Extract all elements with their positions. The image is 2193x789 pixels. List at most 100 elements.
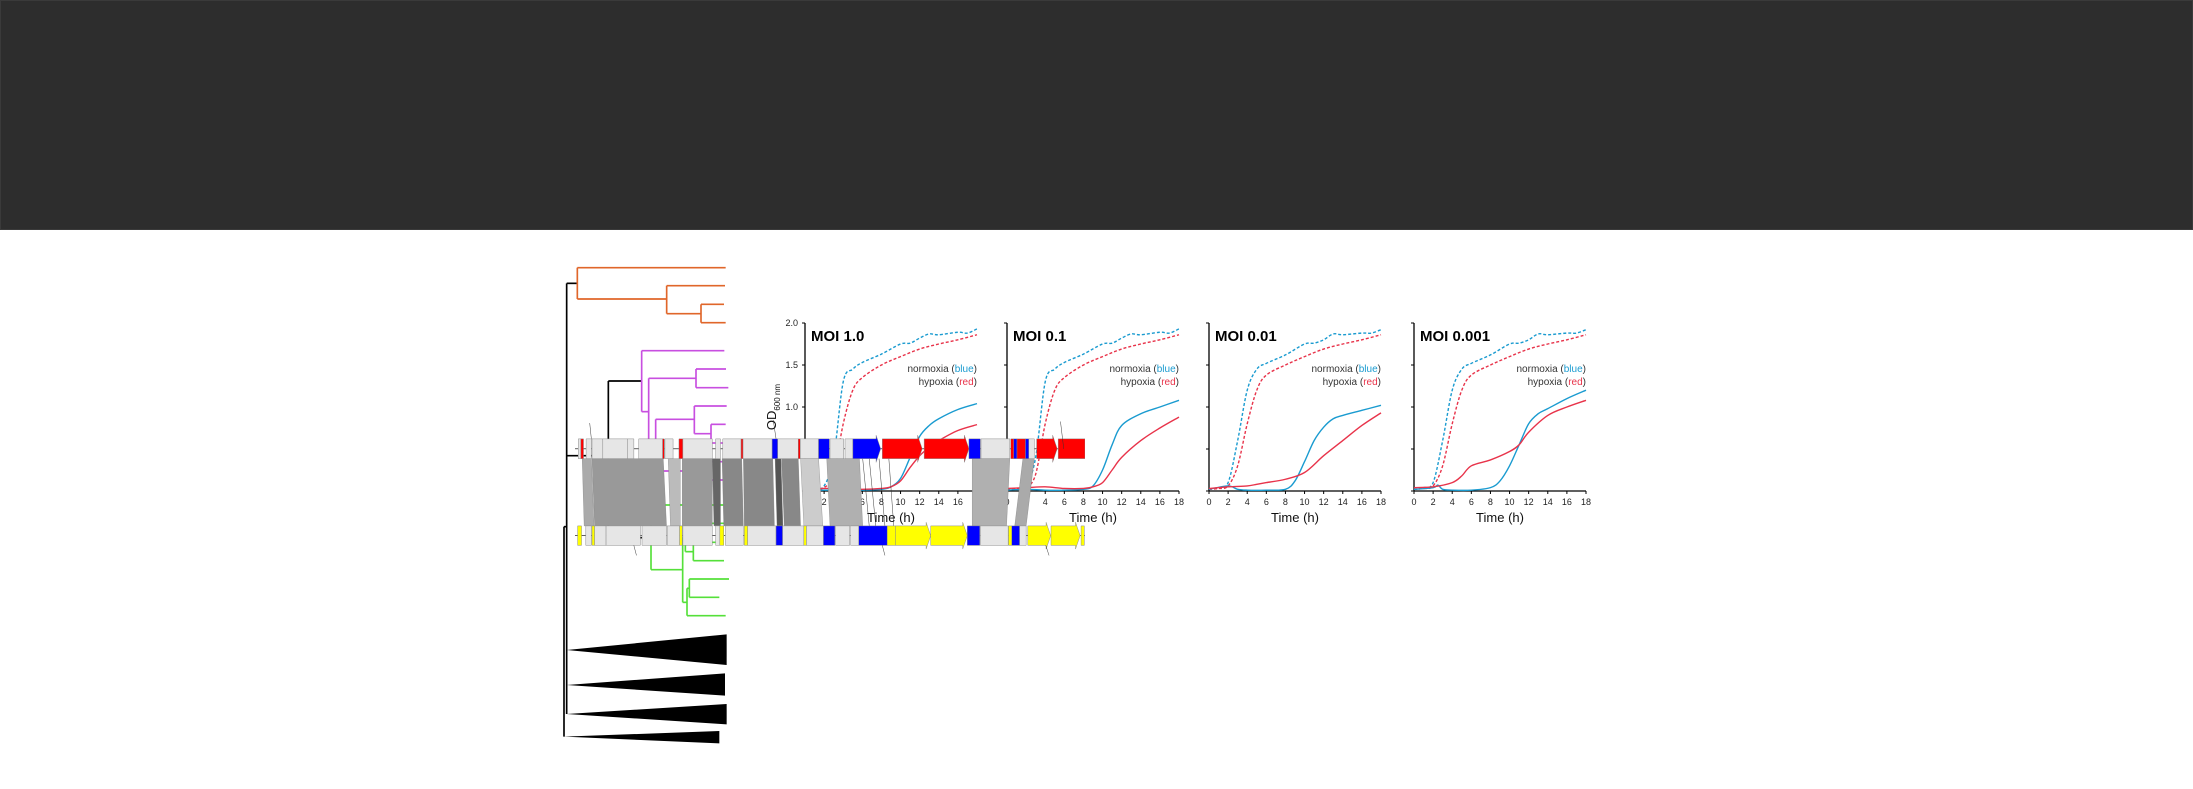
x-tick-label: 8: [879, 497, 884, 507]
synteny-link: [862, 458, 870, 526]
y-tick-label: 2.0: [785, 318, 798, 328]
x-tick-label: 18: [1376, 497, 1386, 507]
legend-prefix: normoxia (: [1312, 364, 1360, 375]
gene-marker-line: [589, 423, 592, 439]
gene-arrow: [1011, 525, 1020, 546]
y-axis-label-main: OD: [764, 411, 779, 431]
x-tick-label: 8: [1283, 497, 1288, 507]
x-axis-label: Time (h): [1476, 510, 1524, 525]
gene-arrow: [747, 525, 777, 546]
legend-suffix: ): [1378, 364, 1381, 375]
x-axis-label: Time (h): [1069, 510, 1117, 525]
x-tick-label: 12: [1524, 497, 1534, 507]
gene-arrow: [829, 438, 844, 459]
phylogenetic-tree: [563, 266, 729, 744]
gene-arrow: [858, 525, 888, 546]
y-tick-label: 1.0: [785, 402, 798, 412]
gene-arrow: [980, 438, 1011, 459]
x-tick-label: 16: [953, 497, 963, 507]
gene-arrow: [682, 525, 713, 546]
series-line-hypoxia-infected: [1413, 399, 1587, 489]
gene-arrow: [1010, 438, 1014, 459]
x-tick-label: 16: [1155, 497, 1165, 507]
series-line-hypoxia-infected: [1006, 416, 1180, 490]
x-axis-label: Time (h): [867, 510, 915, 525]
legend-prefix: normoxia (: [908, 364, 956, 375]
x-tick-label: 6: [1264, 497, 1269, 507]
legend-prefix: normoxia (: [1517, 364, 1565, 375]
synteny-link: [888, 458, 894, 526]
gene-arrow: [806, 525, 824, 546]
x-tick-label: 18: [1581, 497, 1591, 507]
gene-arrow: [882, 435, 923, 463]
legend-color-word: red: [1161, 377, 1175, 388]
x-tick-label: 8: [1081, 497, 1086, 507]
gene-arrow: [719, 525, 724, 546]
gene-arrow: [641, 525, 667, 546]
x-tick-label: 12: [1319, 497, 1329, 507]
x-tick-label: 6: [1469, 497, 1474, 507]
collapsed-clade-triangle: [566, 634, 727, 665]
y-axis-label: OD600 nm: [764, 384, 782, 431]
x-tick-label: 10: [1300, 497, 1310, 507]
x-tick-label: 14: [934, 497, 944, 507]
gene-arrow: [1019, 525, 1027, 546]
x-tick-label: 10: [1505, 497, 1515, 507]
gene-arrow: [800, 438, 819, 459]
chart-title: MOI 0.001: [1420, 328, 1490, 345]
gene-arrow: [1027, 522, 1051, 550]
x-tick-label: 2: [822, 497, 827, 507]
series-line-normoxia-control: [1208, 329, 1382, 491]
chart-moi-2: 0 2 4 6 8 10 12 14 16 18 MOI 0.01 Time (h) normoxia …: [1206, 322, 1386, 525]
gene-arrow: [627, 438, 635, 459]
gene-arrow: [886, 525, 896, 546]
gene-arrow: [980, 525, 1009, 546]
legend-entry: normoxia (blue): [1110, 364, 1180, 375]
gene-arrow: [1036, 435, 1058, 463]
gene-arrow: [1008, 525, 1013, 546]
legend-suffix: ): [1176, 364, 1179, 375]
y-axis-label-subscript: 600 nm: [773, 384, 782, 411]
gene-arrow: [591, 438, 604, 459]
legend-entry: normoxia (blue): [908, 364, 978, 375]
x-axis-label: Time (h): [1271, 510, 1319, 525]
gene-arrow: [968, 438, 981, 459]
x-tick-label: 14: [1338, 497, 1348, 507]
legend-suffix: ): [1176, 377, 1179, 388]
gene-arrow: [682, 438, 713, 459]
gene-arrow: [725, 525, 744, 546]
legend-color-word: red: [959, 377, 973, 388]
legend-suffix: ): [1378, 377, 1381, 388]
gene-arrow: [744, 525, 748, 546]
legend-entry: normoxia (blue): [1517, 364, 1587, 375]
synteny-band: [682, 458, 713, 527]
gene-arrow: [771, 438, 778, 459]
x-tick-label: 4: [1450, 497, 1455, 507]
synteny-band: [591, 458, 667, 527]
legend-entry: hypoxia (red): [1323, 377, 1381, 388]
gene-arrow: [818, 438, 830, 459]
gene-arrow: [742, 438, 773, 459]
synteny-band: [743, 458, 775, 527]
gene-arrow: [775, 525, 783, 546]
gene-arrow: [844, 438, 854, 459]
gene-arrow: [666, 525, 680, 546]
collapsed-clade-triangle: [566, 704, 727, 725]
x-tick-label: 2: [1431, 497, 1436, 507]
chart-moi-3: 0 2 4 6 8 10 12 14 16 18 MOI 0.001 Time (h) normoxia…: [1411, 322, 1591, 525]
gene-marker-line: [882, 545, 886, 556]
gene-marker-line: [772, 420, 777, 439]
gene-arrow: [1050, 522, 1081, 550]
series-line-hypoxia-control: [1413, 334, 1587, 491]
x-tick-label: 14: [1543, 497, 1553, 507]
gene-arrow: [1057, 438, 1085, 459]
gene-arrow: [594, 525, 607, 546]
synteny-band: [1014, 458, 1035, 527]
series-line-hypoxia-control: [1208, 334, 1382, 491]
legend-suffix: ): [1583, 364, 1586, 375]
gene-arrow: [664, 438, 674, 459]
legend-prefix: normoxia (: [1110, 364, 1158, 375]
series-line-hypoxia-control: [804, 334, 978, 491]
synteny-band: [781, 458, 801, 527]
legend-entry: hypoxia (red): [1121, 377, 1179, 388]
